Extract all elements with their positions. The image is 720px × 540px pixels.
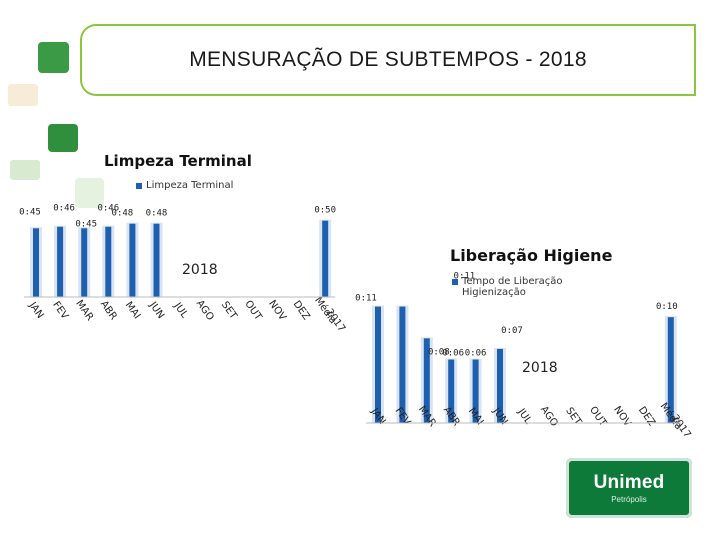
chart2-title: Liberação Higiene	[450, 246, 613, 265]
x-tick-label: FEV	[393, 406, 413, 428]
bar	[472, 359, 479, 423]
x-tick-label: FEV	[50, 300, 70, 322]
decor-square-green-light	[38, 42, 69, 73]
x-tick-label: OUT	[587, 405, 609, 429]
x-tick-label: MAI	[123, 300, 143, 321]
bar	[57, 226, 64, 297]
x-tick-label: JAN	[368, 406, 387, 427]
legend-swatch	[136, 183, 142, 189]
data-label: 0:48	[146, 209, 168, 219]
data-label: 0:06	[465, 349, 487, 359]
x-tick-label: AGO	[194, 298, 216, 323]
unimed-logo: Unimed Petrópolis	[566, 458, 692, 518]
chart2-legend-label: Tempo de Liberação Higienização	[462, 276, 563, 298]
data-label: 0:08	[428, 347, 450, 357]
bar	[153, 223, 160, 297]
bar	[497, 348, 503, 423]
decor-square-green-pale	[10, 160, 40, 180]
logo-name: Unimed	[593, 472, 665, 493]
bar	[667, 317, 674, 423]
bar	[399, 306, 406, 423]
chart1-legend-label: Limpeza Terminal	[146, 180, 234, 191]
bar	[423, 338, 430, 423]
title-bar: MENSURAÇÃO DE SUBTEMPOS - 2018	[82, 26, 694, 94]
data-label: 0:46	[53, 204, 75, 214]
data-label: 0:45	[75, 219, 97, 229]
page-title: MENSURAÇÃO DE SUBTEMPOS - 2018	[189, 48, 587, 71]
bar	[105, 226, 112, 297]
bar	[448, 359, 455, 423]
x-tick-label: SET	[219, 300, 239, 322]
data-label: 0:48	[112, 209, 134, 219]
bar	[375, 306, 381, 423]
bar	[322, 220, 329, 297]
data-label: 0:07	[501, 326, 523, 336]
x-tick-label: ABR	[441, 405, 462, 428]
data-label: 0:06	[442, 349, 464, 359]
x-tick-label: MAR	[73, 298, 95, 323]
x-tick-label: OUT	[242, 299, 264, 323]
x-tick-label: JUN	[146, 299, 166, 321]
data-label: 0:10	[656, 302, 678, 312]
x-tick-label: AGO	[538, 404, 560, 429]
x-tick-label: DEZ	[291, 299, 312, 323]
bar	[33, 228, 39, 297]
bar	[81, 228, 88, 297]
decor-square-green-dark	[48, 124, 78, 152]
data-label: 0:45	[19, 207, 41, 217]
decor-square-green-faint	[75, 178, 104, 208]
bar	[129, 223, 136, 297]
data-label: 0:11	[454, 272, 476, 282]
x-tick-label: ABR	[98, 299, 119, 322]
data-label: 0:11	[355, 294, 377, 304]
x-tick-label: SET	[563, 406, 583, 428]
data-label: 0:46	[97, 204, 119, 214]
data-label: 0:50	[314, 206, 336, 216]
chart2-legend: Tempo de Liberação Higienização	[452, 276, 622, 298]
x-tick-label: NOV	[266, 298, 288, 322]
chart1-legend: Limpeza Terminal	[136, 180, 233, 191]
decor-square-beige	[8, 84, 38, 106]
x-tick-label: MAR	[416, 404, 438, 429]
chart1-year: 2018	[182, 262, 218, 278]
x-tick-label: JUL	[171, 300, 190, 320]
logo-city: Petrópolis	[611, 495, 647, 504]
x-tick-label: NOV	[611, 404, 633, 428]
x-tick-label: DEZ	[636, 405, 657, 429]
x-tick-label: JAN	[26, 300, 45, 321]
x-tick-label: JUN	[490, 405, 510, 427]
chart2-year: 2018	[522, 360, 558, 376]
x-tick-label: MAI	[466, 406, 486, 427]
chart1-title: Limpeza Terminal	[104, 152, 252, 170]
legend-swatch	[452, 279, 458, 285]
